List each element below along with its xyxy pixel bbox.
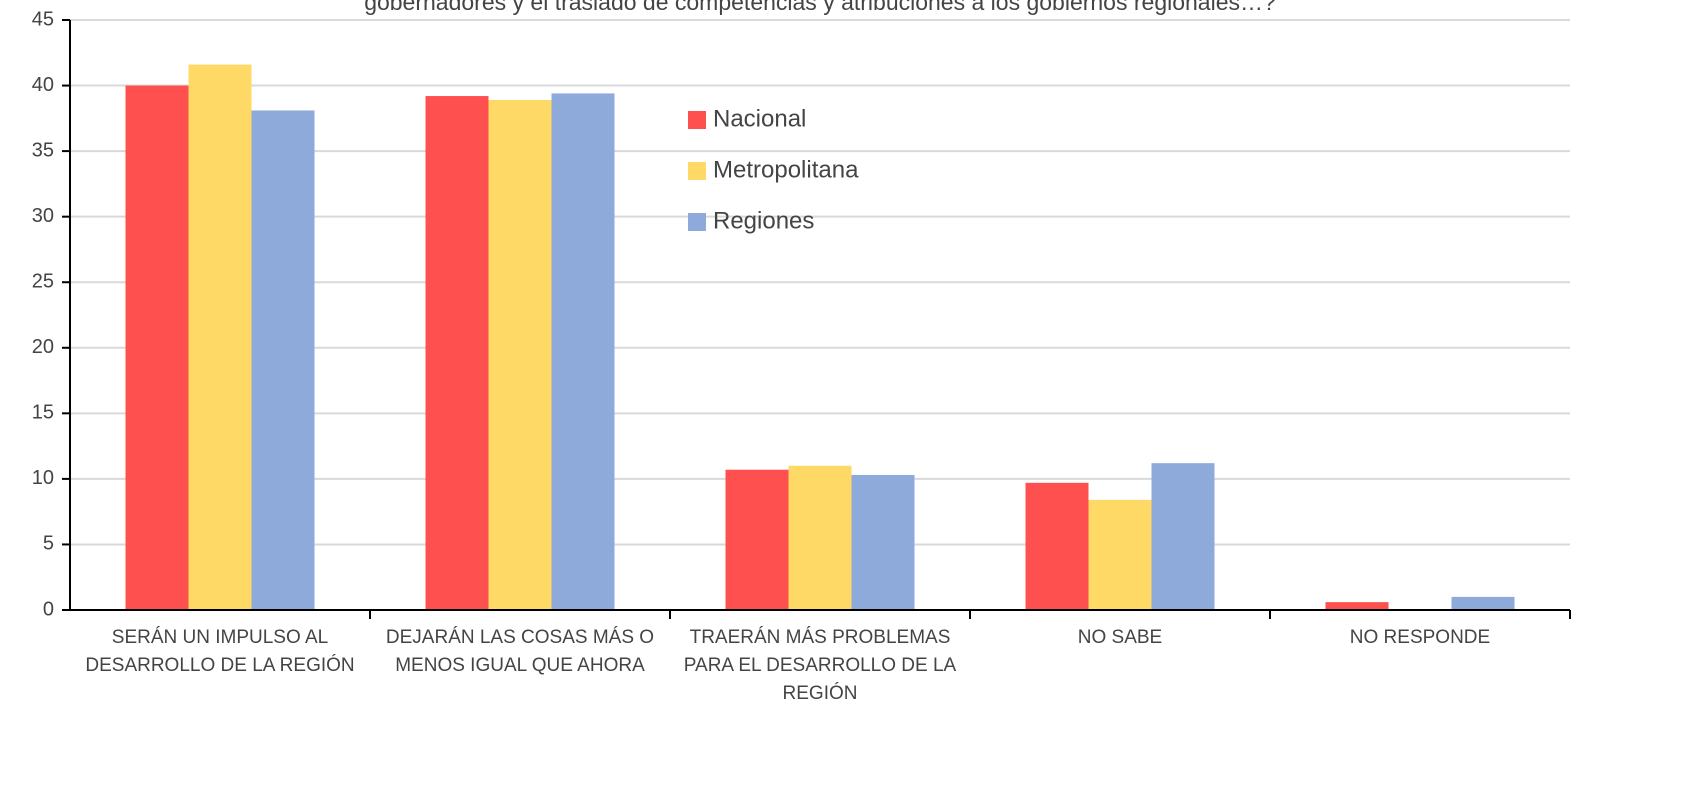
bar — [1151, 463, 1215, 610]
x-tick-label: TRAERÁN MÁS PROBLEMAS PARA EL DESARROLLO… — [683, 627, 957, 704]
y-tick-label: 10 — [32, 467, 54, 489]
x-tick-label-box: NO SABE — [1077, 627, 1163, 648]
bar — [788, 465, 852, 610]
y-tick-label: 30 — [32, 205, 54, 227]
x-tick-label: NO SABE — [1077, 627, 1163, 648]
x-tick-label: DEJARÁN LAS COSAS MÁS O MENOS IGUAL QUE … — [385, 627, 655, 676]
legend-swatch — [688, 162, 706, 180]
legend-label: Nacional — [713, 105, 806, 132]
x-tick-label-box: SERÁN UN IMPULSO AL DESARROLLO DE LA REG… — [85, 627, 355, 676]
x-tick-label: SERÁN UN IMPULSO AL DESARROLLO DE LA REG… — [85, 627, 355, 676]
y-tick-label: 15 — [32, 402, 54, 424]
legend-label: Metropolitana — [713, 156, 859, 183]
bar — [851, 474, 915, 610]
y-tick-label: 20 — [32, 336, 54, 358]
bar — [725, 469, 789, 610]
bar — [125, 85, 189, 611]
x-tick-label-box: NO RESPONDE — [1349, 627, 1491, 648]
bar — [251, 110, 315, 610]
bar — [551, 93, 615, 610]
y-tick-label: 40 — [32, 74, 54, 96]
bar — [1025, 482, 1089, 610]
y-tick-label: 5 — [43, 533, 54, 555]
chart-title: gobernadores y el traslado de competenci… — [364, 0, 1276, 15]
bar — [425, 96, 489, 611]
y-tick-label: 0 — [43, 598, 54, 620]
bar — [1325, 602, 1389, 610]
bar — [188, 64, 252, 611]
bar — [1088, 499, 1152, 610]
legend-swatch — [688, 111, 706, 129]
y-tick-label: 35 — [32, 139, 54, 161]
y-tick-label: 25 — [32, 271, 54, 293]
x-tick-label: NO RESPONDE — [1349, 627, 1491, 648]
bar — [1451, 596, 1515, 610]
bar — [488, 99, 552, 610]
y-tick-label: 45 — [32, 8, 54, 30]
x-tick-label-box: TRAERÁN MÁS PROBLEMAS PARA EL DESARROLLO… — [683, 627, 957, 704]
legend-swatch — [688, 213, 706, 231]
legend-label: Regiones — [713, 207, 814, 234]
x-tick-label-box: DEJARÁN LAS COSAS MÁS O MENOS IGUAL QUE … — [385, 627, 655, 676]
